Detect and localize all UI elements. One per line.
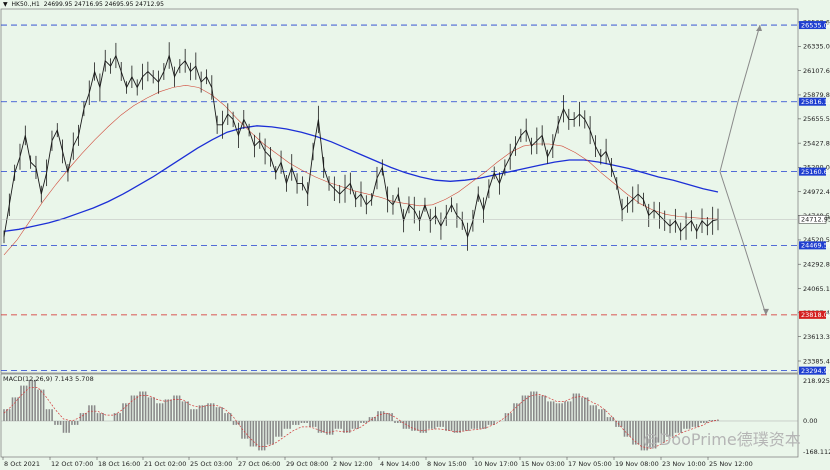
arrowhead-up-icon (756, 25, 762, 32)
level-price-tag (799, 366, 826, 375)
level-price-tag (799, 21, 826, 30)
price-tick-label: 23613.35 (803, 333, 830, 341)
level-price-tag (799, 310, 826, 319)
price-tick-label: 24292.80 (803, 261, 830, 269)
date-tick-label: 12 Oct 07:00 (51, 460, 93, 468)
level-price-tag-label: 24469.58 (801, 242, 830, 250)
level-price-tag-label: 25160.63 (801, 168, 830, 176)
projection-down (719, 171, 767, 316)
macd-tick-label: -168.112 (803, 448, 830, 456)
price-tick-label: 25427.80 (803, 139, 830, 147)
current-price-label: 24712.95 (801, 216, 830, 224)
level-price-tag-label: 23294.97 (801, 367, 830, 375)
price-tick-label: 24520.50 (803, 236, 830, 244)
collapse-triangle-icon[interactable]: ▼ (3, 1, 8, 8)
level-price-tag (799, 97, 826, 106)
ma-slow-line (3, 125, 719, 233)
date-tick-label: 17 Nov 05:00 (568, 460, 612, 468)
current-price-tag (798, 215, 827, 224)
arrowhead-down-icon (763, 308, 769, 315)
date-tick-label: 25 Oct 03:00 (190, 460, 232, 468)
level-price-tag-label: 25816.19 (801, 98, 830, 106)
date-tick-label: 8 Oct 2021 (4, 460, 40, 468)
date-tick-label: 15 Nov 03:00 (521, 460, 565, 468)
date-tick-label: 4 Nov 14:00 (380, 460, 420, 468)
macd-tick-label: 218.925 (803, 377, 830, 385)
price-tick-label: 24065.10 (803, 285, 830, 293)
date-tick-label: 2 Nov 12:00 (333, 460, 373, 468)
date-tick-label: 10 Nov 17:00 (474, 460, 518, 468)
date-tick-label: 18 Oct 16:00 (98, 460, 140, 468)
date-tick-label: 19 Nov 08:00 (615, 460, 659, 468)
date-tick-label: 23 Nov 10:00 (662, 460, 706, 468)
date-tick-label: 25 Nov 12:00 (709, 460, 753, 468)
macd-panel (0, 373, 799, 458)
price-tick-label: 24972.45 (803, 188, 830, 196)
level-price-tag-label: 23818.00 (801, 311, 830, 319)
price-panel (0, 8, 799, 374)
price-tick-label: 25879.80 (803, 91, 830, 99)
watermark: @DooPrime德璞资本 (643, 430, 801, 449)
date-tick-label: 21 Oct 02:00 (144, 460, 186, 468)
ohlc-values: 24699.95 24716.95 24695.95 24712.95 (43, 1, 164, 8)
date-tick-label: 27 Oct 06:00 (238, 460, 280, 468)
symbol-label: HK50.,H1 (11, 1, 40, 8)
price-tick-label: 25655.55 (803, 115, 830, 123)
price-tick-label: 23385.45 (803, 357, 830, 365)
projection-up (719, 24, 761, 172)
macd-signal-line (3, 387, 719, 449)
date-tick-label: 29 Oct 08:00 (286, 460, 328, 468)
macd-tick-label: 0.00 (803, 417, 817, 425)
price-tick-label: 26335.00 (803, 43, 830, 51)
macd-indicator-label: MACD(12,26,9) 7.143 5.708 (3, 375, 94, 383)
price-tick-label: 26107.60 (803, 67, 830, 75)
level-price-tag-label: 26535.00 (801, 21, 830, 29)
level-price-tag (799, 241, 826, 250)
chart-header: ▼ HK50.,H1 24699.95 24716.95 24695.95 24… (3, 1, 166, 8)
level-price-tag (799, 167, 826, 176)
date-tick-label: 8 Nov 15:00 (427, 460, 467, 468)
